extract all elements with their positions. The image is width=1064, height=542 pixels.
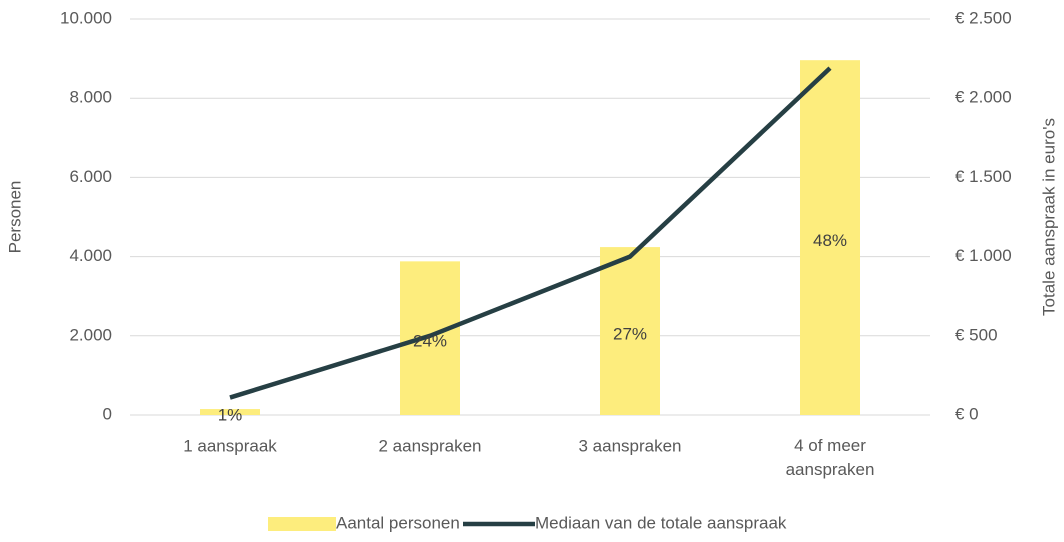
y-tick-label: 10.000 <box>60 8 112 27</box>
y-tick-label: 8.000 <box>69 88 112 107</box>
y2-tick-label: € 1.500 <box>955 167 1012 186</box>
y2-tick-label: € 2.500 <box>955 8 1012 27</box>
legend-label: Aantal personen <box>336 513 460 532</box>
y2-tick-label: € 500 <box>955 325 998 344</box>
data-label: 24% <box>413 332 447 351</box>
y-tick-label: 4.000 <box>69 246 112 265</box>
bar <box>200 409 260 415</box>
x-tick-label: 2 aanspraken <box>378 436 481 455</box>
y2-tick-label: € 1.000 <box>955 246 1012 265</box>
y-tick-label: 0 <box>103 404 112 423</box>
legend-label: Mediaan van de totale aanspraak <box>535 513 787 532</box>
bar <box>800 60 860 416</box>
legend-swatch <box>268 517 336 531</box>
bar <box>600 247 660 415</box>
y2-axis-title: Totale aanspraak in euro's <box>1039 118 1058 316</box>
y-tick-label: 2.000 <box>69 325 112 344</box>
x-tick-label: 4 of meer aanspraken <box>786 436 875 479</box>
y-tick-label: 6.000 <box>69 167 112 186</box>
y2-tick-label: € 2.000 <box>955 88 1012 107</box>
bar <box>400 261 460 415</box>
y-axis-title: Personen <box>5 181 24 254</box>
x-tick-label-line: 4 of meer <box>794 436 866 455</box>
x-tick-label-line: aanspraken <box>786 460 875 479</box>
x-tick-label: 1 aanspraak <box>183 436 277 455</box>
x-tick-label: 3 aanspraken <box>578 436 681 455</box>
line <box>229 66 832 400</box>
data-label: 48% <box>813 231 847 250</box>
data-label: 27% <box>613 325 647 344</box>
data-label: 1% <box>218 406 243 425</box>
y2-tick-label: € 0 <box>955 404 979 423</box>
